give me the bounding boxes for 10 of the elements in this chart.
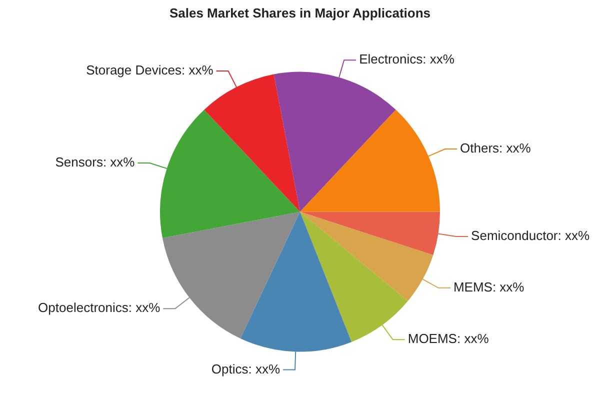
slice-label: Storage Devices: xx% — [86, 62, 214, 78]
slice-label: MEMS: xx% — [453, 279, 525, 294]
slice-label: Optoelectronics: xx% — [38, 300, 161, 316]
chart-title: Sales Market Shares in Major Applications — [169, 5, 431, 20]
slice-label: Others: xx% — [460, 140, 532, 156]
slice-label: MOEMS: xx% — [408, 331, 490, 346]
slice-label: Optics: xx% — [211, 361, 280, 376]
slice-label: Sensors: xx% — [55, 154, 136, 170]
slice-label: Electronics: xx% — [359, 52, 455, 67]
slice-label: Semiconductor: xx% — [471, 228, 590, 244]
